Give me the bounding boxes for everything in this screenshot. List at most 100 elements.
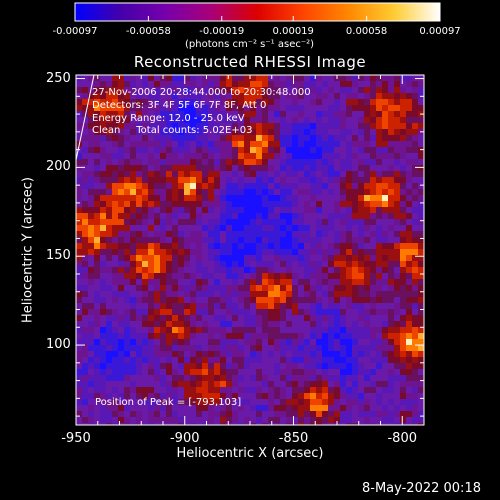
- heatmap-cell: [268, 135, 275, 142]
- heatmap-cell: [130, 267, 137, 274]
- heatmap-cell: [358, 75, 365, 82]
- heatmap-cell: [82, 279, 89, 286]
- heatmap-cell: [244, 219, 251, 226]
- heatmap-cell: [172, 249, 179, 256]
- heatmap-cell: [202, 117, 209, 124]
- heatmap-cell: [214, 207, 221, 214]
- heatmap-cell: [100, 171, 107, 178]
- heatmap-cell: [160, 117, 167, 124]
- heatmap-cell: [136, 339, 143, 346]
- heatmap-cell: [196, 75, 203, 82]
- heatmap-cell: [376, 369, 383, 376]
- heatmap-cell: [322, 405, 329, 412]
- heatmap-cell: [394, 195, 401, 202]
- heatmap-cell: [418, 165, 424, 172]
- heatmap-cell: [250, 333, 257, 340]
- heatmap-cell: [340, 87, 347, 94]
- heatmap-cell: [316, 177, 323, 184]
- heatmap-cell: [220, 399, 227, 406]
- heatmap-cell: [346, 345, 353, 352]
- heatmap-cell: [154, 159, 161, 166]
- heatmap-cell: [364, 219, 371, 226]
- heatmap-cell: [94, 87, 101, 94]
- heatmap-cell: [298, 285, 305, 292]
- heatmap-cell: [94, 153, 101, 160]
- heatmap-cell: [328, 363, 335, 370]
- heatmap-cell: [370, 297, 377, 304]
- heatmap-cell: [160, 327, 167, 334]
- heatmap-cell: [232, 183, 239, 190]
- heatmap-cell: [94, 261, 101, 268]
- heatmap-cell: [244, 243, 251, 250]
- heatmap-cell: [220, 393, 227, 400]
- heatmap-cell: [358, 327, 365, 334]
- heatmap-cell: [268, 261, 275, 268]
- heatmap-cell: [238, 201, 245, 208]
- heatmap-cell: [328, 375, 335, 382]
- heatmap-cell: [334, 375, 341, 382]
- heatmap-cell: [298, 345, 305, 352]
- heatmap-cell: [388, 375, 395, 382]
- heatmap-cell: [112, 291, 119, 298]
- heatmap-cell: [154, 351, 161, 358]
- heatmap-cell: [250, 321, 257, 328]
- heatmap-cell: [232, 411, 239, 418]
- heatmap-cell: [298, 399, 305, 406]
- heatmap-cell: [280, 291, 287, 298]
- heatmap-cell: [112, 345, 119, 352]
- heatmap-cell: [418, 279, 424, 286]
- heatmap-cell: [310, 141, 317, 148]
- heatmap-cell: [82, 285, 89, 292]
- heatmap-cell: [136, 303, 143, 310]
- heatmap-cell: [370, 321, 377, 328]
- heatmap-cell: [226, 99, 233, 106]
- heatmap-cell: [262, 393, 269, 400]
- heatmap-cell: [334, 357, 341, 364]
- heatmap-cell: [142, 75, 149, 82]
- heatmap-cell: [256, 129, 263, 136]
- heatmap-cell: [322, 243, 329, 250]
- heatmap-cell: [382, 315, 389, 322]
- heatmap-cell: [88, 225, 95, 232]
- heatmap-cell: [154, 375, 161, 382]
- heatmap-cell: [76, 315, 83, 322]
- heatmap-cell: [220, 261, 227, 268]
- heatmap-cell: [352, 381, 359, 388]
- heatmap-cell: [262, 159, 269, 166]
- heatmap-cell: [154, 411, 161, 418]
- heatmap-cell: [172, 261, 179, 268]
- heatmap-cell: [142, 333, 149, 340]
- heatmap-cell: [394, 363, 401, 370]
- heatmap-cell: [220, 255, 227, 262]
- heatmap-cell: [382, 375, 389, 382]
- heatmap-cell: [100, 75, 107, 82]
- heatmap-cell: [154, 333, 161, 340]
- heatmap-cell: [394, 393, 401, 400]
- heatmap-cell: [292, 375, 299, 382]
- heatmap-cell: [160, 297, 167, 304]
- heatmap-cell: [130, 183, 137, 190]
- heatmap-cell: [118, 339, 125, 346]
- heatmap-cell: [394, 387, 401, 394]
- heatmap-cell: [274, 87, 281, 94]
- heatmap-cell: [406, 99, 413, 106]
- heatmap-cell: [214, 405, 221, 412]
- heatmap-cell: [292, 369, 299, 376]
- heatmap-cell: [280, 357, 287, 364]
- heatmap-cell: [166, 207, 173, 214]
- heatmap-cell: [400, 423, 407, 425]
- heatmap-cell: [328, 321, 335, 328]
- heatmap-cell: [256, 75, 263, 82]
- heatmap-cell: [202, 177, 209, 184]
- heatmap-cell: [298, 201, 305, 208]
- heatmap-cell: [262, 225, 269, 232]
- heatmap-cell: [334, 111, 341, 118]
- heatmap-cell: [226, 273, 233, 280]
- heatmap-cell: [238, 183, 245, 190]
- heatmap-cell: [388, 87, 395, 94]
- heatmap-cell: [100, 255, 107, 262]
- heatmap-cell: [190, 183, 197, 190]
- heatmap-cell: [154, 405, 161, 412]
- heatmap-cell: [244, 333, 251, 340]
- heatmap-cell: [370, 87, 377, 94]
